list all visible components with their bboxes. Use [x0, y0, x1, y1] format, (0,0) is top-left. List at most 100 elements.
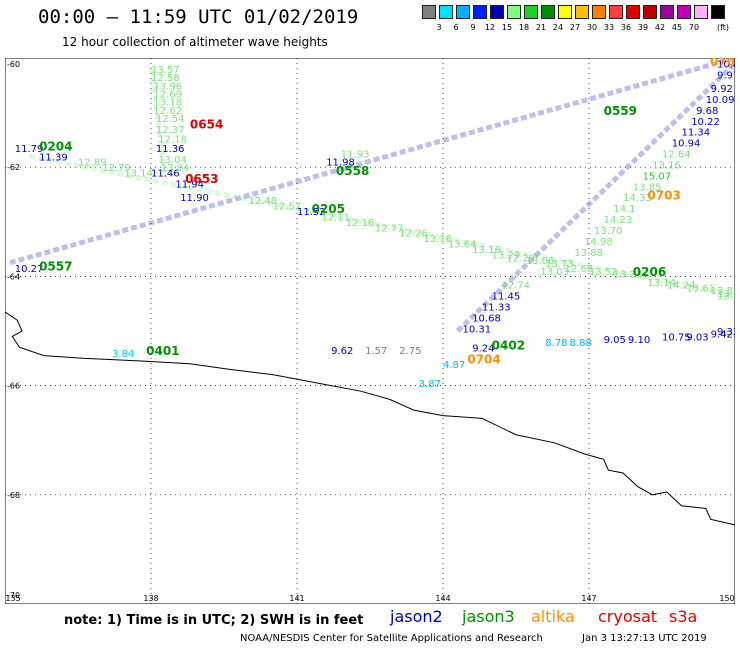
- wave-height-value: 9.05: [604, 335, 626, 346]
- scale-label: 21: [535, 23, 547, 32]
- scale-label: 24: [552, 23, 564, 32]
- wave-height-value: 13.14: [647, 278, 676, 289]
- wave-height-value: 10.22: [691, 117, 720, 128]
- wave-height-value: 14.23: [604, 215, 633, 226]
- antarctic-coastline: [5, 311, 735, 526]
- wave-height-value: 13.64: [448, 240, 477, 251]
- lat-label: -70: [7, 591, 20, 600]
- pass-time-label: 0704: [467, 352, 500, 366]
- wave-height-value: 12.64: [662, 150, 691, 161]
- wave-height-value: 13.06: [526, 256, 555, 267]
- scale-label: 3: [436, 23, 442, 32]
- map-title: 00:00 – 11:59 UTC 01/02/2019: [38, 6, 359, 28]
- lat-label: -66: [7, 382, 20, 391]
- lon-label: 135: [5, 594, 20, 603]
- wave-height-value: 11.36: [156, 144, 185, 155]
- wave-height-value: 12.37: [156, 125, 185, 136]
- pass-time-label: 0401: [146, 344, 179, 358]
- wave-height-value: 9.24: [472, 343, 494, 354]
- wave-height-value: 12.62: [153, 106, 182, 117]
- lon-label: 144: [435, 594, 450, 603]
- wave-height-value: 13.16: [424, 234, 453, 245]
- wave-height-value: 14.98: [584, 237, 613, 248]
- wave-height-value: 13.16: [652, 160, 681, 171]
- wave-height-value: 9.92: [711, 84, 733, 95]
- scale-swatch: [524, 5, 538, 19]
- wave-height-value: 12.11: [321, 212, 350, 223]
- wave-height-value: 10.68: [472, 313, 501, 324]
- wave-height-value: 14.33: [623, 193, 652, 204]
- scale-swatch: [609, 5, 623, 19]
- wave-height-value: 11.98: [326, 158, 355, 169]
- wave-height-value: 10.31: [462, 324, 491, 335]
- wave-height-value: 11.33: [482, 302, 511, 313]
- wave-height-value: 13.57: [151, 65, 180, 76]
- graticule: 135 138 141 144 147 150 -60 -62 -64 -66 -68 -70: [5, 58, 735, 604]
- legend-item-jason2: jason2: [390, 607, 443, 626]
- scale-swatch: [473, 5, 487, 19]
- wave-height-value: 13.18: [153, 98, 182, 109]
- scale-swatch: [507, 5, 521, 19]
- wave-height-value: 13.82: [711, 286, 735, 297]
- scale-swatch: [422, 5, 436, 19]
- pass-time-label: 070: [710, 58, 735, 69]
- scale-label: 36: [620, 23, 632, 32]
- scale-label: 6: [453, 23, 459, 32]
- map-frame: [5, 58, 735, 604]
- scale-label: 27: [569, 23, 581, 32]
- wave-height-value: 11.39: [39, 152, 68, 163]
- pass-time-label: 0703: [647, 189, 680, 203]
- pass-time-label: 0558: [336, 164, 369, 178]
- wave-height-value: 1.57: [365, 346, 387, 357]
- satellite-track: [28, 153, 735, 298]
- wave-height-value: 13.04: [158, 155, 187, 166]
- credit-line: NOAA/NESDIS Center for Satellite Applica…: [240, 633, 543, 644]
- wave-height-value: 10.27: [15, 264, 44, 275]
- wave-height-value: 13.85: [633, 182, 662, 193]
- wave-height-value: 11.94: [175, 180, 204, 191]
- scale-swatch: [558, 5, 572, 19]
- wave-height-map: 135 138 141 144 147 150 -60 -62 -64 -66 -68 -70 13.…: [5, 58, 735, 604]
- wave-height-value: 12.57: [273, 201, 302, 212]
- pass-time-label: 0205: [312, 202, 345, 216]
- wave-height-value: 15.07: [643, 171, 672, 182]
- wave-height-value: 12.58: [151, 73, 180, 84]
- scale-label: 15: [501, 23, 513, 32]
- scale-swatch: [677, 5, 691, 19]
- lon-label: 141: [289, 594, 304, 603]
- wave-height-value: 10.75: [662, 332, 691, 343]
- pass-time-labels: 0204 0654 0653 0558 0205 0557 0559 0703 0704 0206…: [39, 58, 735, 366]
- wave-height-value: 12.29: [506, 253, 535, 264]
- wave-height-value: 12.26: [399, 229, 428, 240]
- pass-time-label: 0653: [185, 172, 218, 186]
- wave-height-value: 11.90: [180, 193, 209, 204]
- satellite-tracks: [9, 58, 735, 333]
- scale-swatch: [694, 5, 708, 19]
- satellite-track: [9, 58, 735, 266]
- scale-swatch: [592, 5, 606, 19]
- generated-timestamp: Jan 3 13:27:13 UTC 2019: [582, 633, 707, 644]
- wave-height-value: 14.24: [667, 281, 696, 292]
- wave-height-value: 13.14: [124, 169, 153, 180]
- wave-height-value: 9.42: [711, 330, 733, 341]
- wave-height-value: 8.78: [545, 338, 567, 349]
- wave-height-value: 14.1: [613, 204, 635, 215]
- wave-height-value: 8.88: [570, 338, 592, 349]
- wave-height-value: 12.16: [346, 218, 375, 229]
- scale-label: 45: [671, 23, 683, 32]
- wave-height-value: 13.23: [613, 270, 642, 281]
- pass-time-label: 0206: [633, 265, 666, 279]
- legend-item-jason3: jason3: [462, 607, 515, 626]
- scale-label: 33: [603, 23, 615, 32]
- wave-height-value: 12.48: [248, 196, 277, 207]
- scale-label: 39: [637, 23, 649, 32]
- wave-height-value: 12.18: [158, 134, 187, 145]
- wave-height-value: 9.10: [628, 335, 650, 346]
- wave-height-value: 12.68: [565, 264, 594, 275]
- scale-swatch: [456, 5, 470, 19]
- scale-swatch: [490, 5, 504, 19]
- wave-height-value: 11.46: [151, 169, 180, 180]
- scale-unit: (ft): [717, 23, 730, 32]
- scale-swatch: [643, 5, 657, 19]
- satellite-track: [455, 61, 735, 333]
